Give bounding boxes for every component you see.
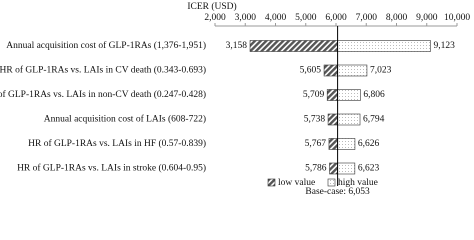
category-label: Annual acquisition cost of LAIs (608-722…	[44, 114, 206, 125]
value-label: 5,738	[304, 115, 326, 125]
value-label: 6,794	[363, 115, 385, 125]
bar	[337, 113, 361, 126]
category-label: HR of GLP-1RAs vs. LAIs in stroke (0.604…	[17, 163, 206, 174]
value-label: 5,605	[300, 66, 322, 76]
bar	[323, 64, 338, 77]
legend-label: high value	[338, 178, 378, 188]
value-label: 6,806	[363, 90, 385, 100]
bar	[249, 40, 338, 52]
bar	[337, 138, 356, 150]
legend-swatch	[327, 178, 336, 187]
x-tick-label: 4,000	[265, 13, 287, 23]
value-label: 3,158	[226, 41, 248, 51]
value-label: 5,786	[305, 164, 327, 174]
bar	[337, 64, 368, 77]
x-tick-label: 2,000	[204, 13, 226, 23]
bar	[327, 113, 338, 126]
value-label: 5,709	[303, 90, 325, 100]
value-label: 5,767	[305, 139, 327, 149]
bar	[337, 40, 431, 52]
bar	[328, 138, 338, 150]
bar	[337, 89, 361, 101]
x-tick-label: 7,000	[356, 13, 378, 23]
legend-label: low value	[278, 178, 315, 188]
x-tick-label: 3,000	[235, 13, 257, 23]
value-label: 6,623	[358, 164, 380, 174]
axis-title: ICER (USD)	[187, 1, 236, 12]
chart: ICER (USD) 2,000 3,000 4,000 5,000 6,000 7,00…	[0, 1, 470, 197]
x-tick-label: 6,000	[325, 13, 347, 23]
legend-swatch	[267, 178, 276, 187]
bar	[326, 89, 338, 101]
value-label: 7,023	[370, 66, 392, 76]
x-tick-label: 5,000	[295, 13, 317, 23]
category-label: Annual acquisition cost of GLP-1RAs (1,3…	[6, 40, 206, 51]
value-label: 9,123	[433, 41, 455, 51]
bar	[337, 162, 356, 175]
x-tick-label: 9,000	[416, 13, 438, 23]
category-label: HR of GLP-1RAs vs. LAIs in non-CV death …	[0, 89, 206, 100]
x-tick-label: 10,000	[444, 13, 470, 23]
base-label: Base-case: 6,053	[305, 187, 370, 197]
value-label: 6,626	[358, 139, 380, 149]
x-tick-label: 8,000	[386, 13, 408, 23]
bar	[329, 162, 338, 175]
category-label: HR of GLP-1RAs vs. LAIs in HF (0.57-0.83…	[28, 138, 206, 149]
category-label: HR of GLP-1RAs vs. LAIs in CV death (0.3…	[0, 65, 206, 76]
